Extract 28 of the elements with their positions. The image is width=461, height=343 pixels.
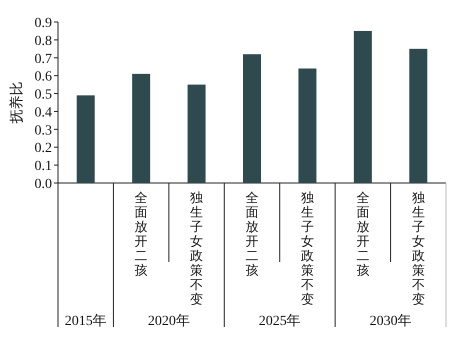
x-tick-label: 全面放开二孩 [134, 191, 148, 278]
x-tick-label: 独生子女政策不变 [300, 191, 314, 308]
x-tick-label: 全面放开二孩 [246, 191, 258, 278]
x-tick-label: 独生子女政策不变 [412, 191, 425, 308]
bar [76, 95, 95, 183]
y-tick-label: 0.8 [34, 34, 52, 49]
text: 2015年 [64, 313, 107, 329]
text: 2020年 [148, 313, 190, 329]
bar [132, 74, 150, 183]
y-tick-label: 0.5 [34, 88, 52, 103]
text: 2025年 [258, 313, 301, 329]
bar [243, 54, 261, 183]
y-tick-label: 0.4 [34, 105, 52, 120]
y-axis-title: 抚养比 [9, 82, 25, 124]
y-tick-label: 0.9 [34, 16, 52, 31]
bar [409, 48, 428, 183]
y-tick-label: 0.1 [34, 159, 52, 174]
bar [188, 84, 206, 183]
text: 2030年 [370, 313, 412, 329]
y-tick-label: 0.6 [34, 70, 52, 85]
y-tick-label: 0.3 [34, 123, 52, 138]
bar [298, 68, 316, 183]
y-tick-label: 0.2 [34, 141, 52, 156]
y-tick-label: 0.7 [34, 52, 52, 67]
bar [354, 30, 372, 183]
y-tick-label: 0.0 [34, 177, 52, 192]
x-tick-label: 全面放开二孩 [356, 191, 370, 278]
x-tick-label: 独生子女政策不变 [190, 191, 204, 308]
